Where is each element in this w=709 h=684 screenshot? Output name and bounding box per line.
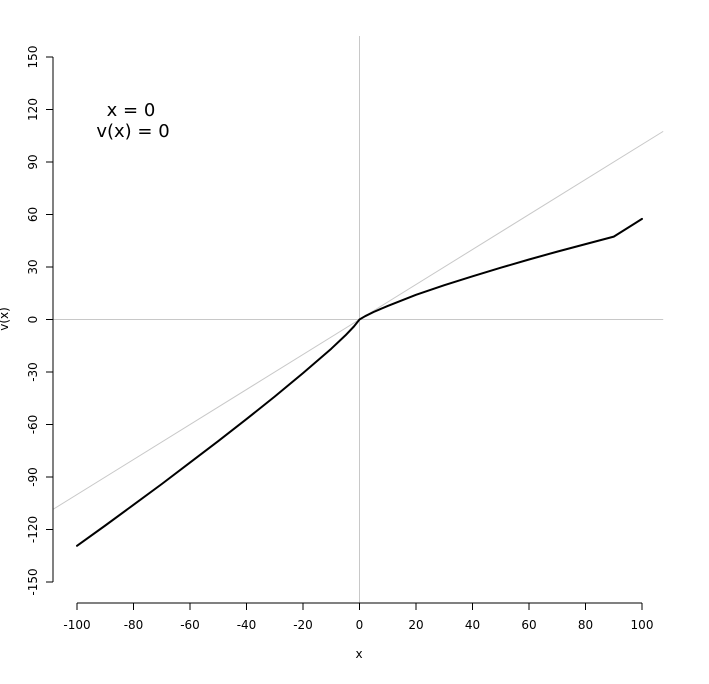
x-tick-label: -60 — [180, 618, 200, 632]
x-tick-label: 80 — [578, 618, 593, 632]
x-tick-label: 40 — [465, 618, 480, 632]
x-tick-label: 0 — [356, 618, 364, 632]
y-tick-label: 150 — [26, 46, 40, 69]
x-tick-label: -100 — [63, 618, 90, 632]
series-line — [76, 217, 643, 547]
annotation-x-value: x = 0 — [107, 100, 156, 121]
y-tick-label: -30 — [26, 362, 40, 382]
y-tick-label: -120 — [26, 516, 40, 543]
y-tick-label: 120 — [26, 98, 40, 121]
y-tick-label: 0 — [26, 316, 40, 324]
x-axis-title: x — [355, 647, 362, 661]
x-tick-label: 60 — [521, 618, 536, 632]
y-tick-label: 90 — [26, 154, 40, 169]
y-tick-label: -150 — [26, 568, 40, 595]
y-tick-label: -60 — [26, 415, 40, 435]
x-tick-label: -80 — [124, 618, 144, 632]
series-group — [76, 217, 643, 547]
y-tick-label: 60 — [26, 207, 40, 222]
x-tick-label: -40 — [237, 618, 257, 632]
annotation-vx-value: v(x) = 0 — [96, 121, 169, 142]
x-tick-label: 100 — [631, 618, 654, 632]
x-axis: -100 -80 -60 -40 -20 0 20 40 60 80 100 — [63, 602, 654, 632]
x-tick-label: -20 — [293, 618, 313, 632]
y-axis-title: v(x) — [0, 307, 11, 331]
y-tick-label: 30 — [26, 259, 40, 274]
y-tick-label: -90 — [26, 467, 40, 487]
y-axis: -150 -120 -90 -60 -30 0 30 60 90 120 150 — [26, 46, 54, 596]
x-tick-label: 20 — [408, 618, 423, 632]
